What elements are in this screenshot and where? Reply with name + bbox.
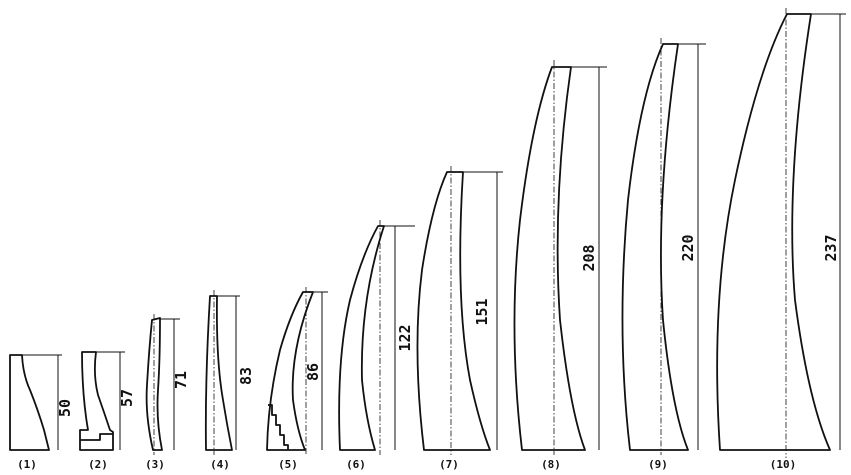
profile-2-height-label: 57 bbox=[118, 389, 136, 407]
profile-2-outline bbox=[79, 351, 114, 451]
profile-5: 86 (5) bbox=[266, 287, 328, 471]
profile-5-outline bbox=[266, 291, 314, 451]
profile-9-caption: (9) bbox=[648, 458, 668, 471]
profile-4-height-label: 83 bbox=[237, 367, 255, 385]
profile-1-height-label: 50 bbox=[56, 399, 74, 417]
profile-9-outline bbox=[621, 43, 689, 451]
profile-6-caption: (6) bbox=[346, 458, 366, 471]
profile-8-caption: (8) bbox=[541, 458, 561, 471]
profile-6-outline bbox=[338, 225, 385, 451]
profile-5-caption: (5) bbox=[278, 458, 298, 471]
profile-3-height-label: 71 bbox=[172, 371, 190, 389]
profile-6: 122 (6) bbox=[338, 220, 415, 471]
profile-5-base-steps bbox=[268, 404, 289, 450]
profile-6-height-label: 122 bbox=[396, 324, 414, 351]
profile-10: 237 (10) bbox=[716, 8, 846, 471]
profile-4-outline bbox=[204, 295, 233, 451]
profile-4: 83 (4) bbox=[204, 290, 255, 471]
profile-3-caption: (3) bbox=[145, 458, 165, 471]
profile-10-outline bbox=[716, 13, 831, 451]
profile-5-height-label: 86 bbox=[304, 363, 322, 381]
profile-2: 57 (2) bbox=[79, 351, 136, 471]
profile-3-outline bbox=[145, 317, 163, 451]
profile-4-caption: (4) bbox=[210, 458, 230, 471]
profile-8-outline bbox=[513, 66, 586, 451]
profile-7: 151 (7) bbox=[416, 166, 503, 471]
profile-2-base-steps bbox=[80, 433, 113, 441]
profile-7-height-label: 151 bbox=[473, 298, 491, 325]
profile-10-height-label: 237 bbox=[822, 234, 840, 261]
profile-9: 220 (9) bbox=[621, 38, 706, 471]
profile-8: 208 (8) bbox=[513, 60, 607, 471]
profile-1-outline bbox=[9, 354, 50, 451]
profile-8-height-label: 208 bbox=[580, 244, 598, 271]
profile-2-caption: (2) bbox=[88, 458, 108, 471]
profile-1-caption: (1) bbox=[17, 458, 37, 471]
profile-10-caption: (10) bbox=[770, 458, 797, 471]
profile-7-outline bbox=[416, 171, 491, 451]
profile-1: 50 (1) bbox=[9, 354, 74, 471]
profile-9-height-label: 220 bbox=[679, 234, 697, 261]
profile-3: 71 (3) bbox=[145, 314, 190, 471]
profile-7-caption: (7) bbox=[439, 458, 459, 471]
